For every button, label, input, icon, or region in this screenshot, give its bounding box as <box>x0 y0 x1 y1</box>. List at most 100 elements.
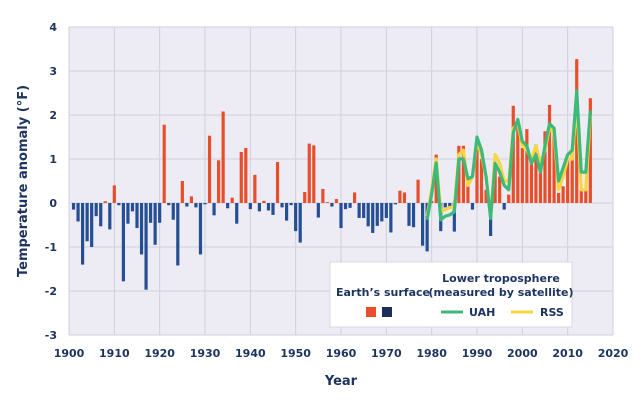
x-axis-label: Year <box>324 374 358 389</box>
surface-bar-1959 <box>334 199 339 203</box>
legend-swatch-negative <box>382 307 392 317</box>
y-tick-labels: -3 -2 -1 0 1 2 3 4 <box>45 21 58 342</box>
surface-bar-1956 <box>321 188 325 203</box>
surface-bar-1925 <box>180 181 184 203</box>
y-tick-label: 3 <box>49 65 57 78</box>
surface-bar-1932 <box>212 203 216 216</box>
y-axis-label: Temperature anomaly (°F) <box>16 85 31 277</box>
surface-bar-1922 <box>167 203 171 206</box>
legend-satellite-title-line2: (measured by satellite) <box>429 286 574 299</box>
y-tick-label: 4 <box>49 21 57 34</box>
x-tick-label: 1920 <box>144 347 175 360</box>
surface-bar-2002 <box>529 158 533 203</box>
surface-bar-2011 <box>570 150 574 203</box>
x-tick-label: 1980 <box>416 347 447 360</box>
surface-bar-1902 <box>76 203 80 222</box>
surface-bar-1988 <box>466 176 470 203</box>
surface-bar-1910 <box>112 185 116 203</box>
surface-bar-2009 <box>561 186 565 203</box>
y-tick-label: 1 <box>49 153 57 166</box>
surface-bar-1913 <box>126 203 130 224</box>
x-tick-label: 1930 <box>190 347 221 360</box>
legend-rss-label: RSS <box>540 306 564 319</box>
surface-bar-1961 <box>343 203 348 210</box>
legend-surface-title: Earth’s surface <box>336 286 430 299</box>
surface-bar-1920 <box>158 203 162 223</box>
surface-bar-1937 <box>235 203 239 224</box>
surface-bar-1919 <box>153 203 157 245</box>
surface-bar-1915 <box>135 203 139 229</box>
surface-bar-1968 <box>375 203 379 226</box>
legend-uah-label: UAH <box>469 306 495 319</box>
surface-bar-1921 <box>162 124 166 203</box>
surface-bar-1966 <box>366 203 370 227</box>
surface-bar-1995 <box>498 176 502 203</box>
surface-bar-1912 <box>121 203 125 282</box>
surface-bar-1997 <box>507 194 511 203</box>
surface-bar-1918 <box>149 203 153 223</box>
surface-bar-1957 <box>325 202 329 203</box>
surface-bar-1985 <box>452 203 456 232</box>
surface-bar-2000 <box>520 148 524 203</box>
surface-bar-1949 <box>289 203 293 206</box>
y-tick-label: -2 <box>45 285 57 298</box>
surface-bar-1975 <box>407 203 411 226</box>
surface-bar-1963 <box>353 192 357 203</box>
surface-bar-1933 <box>217 160 221 203</box>
surface-bar-1951 <box>298 203 302 243</box>
surface-bar-1970 <box>384 203 388 218</box>
surface-bar-1903 <box>81 203 85 265</box>
surface-bar-1976 <box>411 203 416 228</box>
x-tick-label: 1900 <box>54 347 85 360</box>
surface-bar-1911 <box>117 203 121 206</box>
uah-series-line <box>425 89 592 222</box>
surface-bar-1971 <box>389 203 393 233</box>
surface-bar-1990 <box>475 141 479 203</box>
satellite-lines <box>425 89 592 222</box>
x-tick-label: 1990 <box>462 347 493 360</box>
surface-bar-1924 <box>176 203 180 266</box>
legend-satellite-title-line1: Lower troposphere <box>442 272 560 285</box>
surface-bar-2001 <box>525 129 529 203</box>
surface-bar-2003 <box>534 144 538 203</box>
surface-bar-1943 <box>262 200 266 203</box>
x-tick-label: 2010 <box>552 347 583 360</box>
surface-bar-1954 <box>312 145 316 203</box>
surface-bar-1909 <box>108 203 112 230</box>
surface-bar-1955 <box>316 203 320 218</box>
surface-bar-1935 <box>226 203 230 209</box>
surface-bar-1998 <box>511 105 515 203</box>
surface-bar-1928 <box>194 203 198 208</box>
surface-bar-2015 <box>588 98 592 203</box>
surface-bar-2010 <box>566 159 570 203</box>
surface-bar-1926 <box>185 203 189 207</box>
surface-bar-1907 <box>99 203 103 227</box>
surface-bar-1996 <box>502 203 506 210</box>
surface-bar-1969 <box>380 203 384 222</box>
surface-bar-1967 <box>371 203 375 233</box>
surface-bar-1948 <box>285 203 289 221</box>
surface-bar-1904 <box>85 203 89 242</box>
surface-bar-1901 <box>71 203 76 210</box>
surface-bar-2005 <box>543 131 547 203</box>
x-tick-label: 1910 <box>99 347 130 360</box>
surface-bar-1952 <box>303 192 307 203</box>
surface-bar-1978 <box>421 203 425 246</box>
surface-bar-1936 <box>230 197 234 203</box>
surface-bar-1940 <box>248 203 252 210</box>
surface-bar-2006 <box>547 104 552 203</box>
y-tick-label: -3 <box>45 329 57 342</box>
x-tick-label: 1950 <box>280 347 311 360</box>
surface-bar-2014 <box>584 189 588 203</box>
surface-bar-1947 <box>280 203 284 208</box>
surface-bar-2004 <box>538 171 543 203</box>
surface-bar-2013 <box>579 189 583 203</box>
surface-bar-1927 <box>189 196 193 203</box>
surface-bar-1960 <box>339 203 343 229</box>
x-tick-label: 1940 <box>235 347 266 360</box>
surface-bar-1941 <box>253 174 257 203</box>
surface-bar-1906 <box>94 203 98 217</box>
surface-bar-1984 <box>448 203 452 208</box>
surface-bar-2007 <box>552 129 556 203</box>
surface-bar-1989 <box>470 203 475 210</box>
